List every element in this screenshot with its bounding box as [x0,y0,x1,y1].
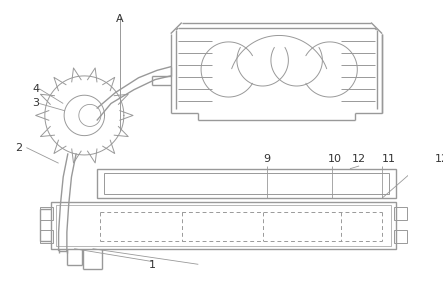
Text: 1: 1 [149,260,156,270]
Text: 10: 10 [327,154,342,164]
Bar [40,207,53,220]
Text: 4: 4 [32,84,39,94]
Bar [40,230,53,243]
Bar [56,204,391,246]
Text: 3: 3 [32,98,39,108]
Bar [394,230,407,243]
Bar [97,169,396,198]
Bar [104,173,389,194]
Text: 12: 12 [352,154,366,164]
Text: 2: 2 [16,143,23,153]
Text: A: A [117,14,124,24]
Text: 12: 12 [435,154,443,164]
Text: 9: 9 [264,154,271,164]
Bar [51,202,396,249]
Bar [394,207,407,220]
Text: 11: 11 [381,154,396,164]
